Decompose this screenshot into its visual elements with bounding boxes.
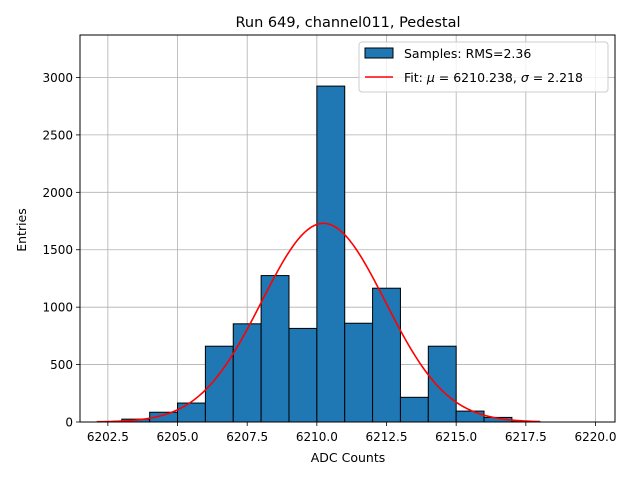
- x-axis-ticks: 6202.5 6205.0 6207.5 6210.0 6212.5 6215.0 6217…: [87, 422, 616, 444]
- legend-box: [358, 41, 609, 93]
- y-tick-label: 500: [50, 358, 73, 372]
- histogram-bar: [260, 275, 290, 423]
- x-tick-label: 6215.0: [435, 430, 477, 444]
- y-tick-label: 2500: [42, 128, 73, 142]
- legend: Samples: RMS=2.36 Fit: μ = 6210.238, σ =…: [358, 41, 609, 93]
- histogram-bar: [316, 85, 346, 423]
- histogram-bar: [177, 402, 206, 423]
- legend-fit-label: Fit: μ = 6210.238, σ = 2.218: [404, 70, 583, 85]
- grid: [80, 35, 615, 423]
- y-tick-label: 1500: [42, 243, 73, 257]
- histogram-bar: [372, 287, 401, 423]
- histogram-bar: [204, 345, 234, 423]
- y-axis-label: Entries: [14, 208, 29, 252]
- y-tick-label: 1000: [42, 301, 73, 315]
- y-axis-ticks: 0 500 1000 1500 2000 2500 3000: [42, 71, 80, 430]
- y-tick-label: 0: [65, 416, 73, 430]
- fit-curve-group: [96, 222, 540, 423]
- histogram-bars: [121, 85, 541, 423]
- histogram-bar: [288, 327, 318, 423]
- histogram-bar: [455, 410, 485, 423]
- legend-samples-swatch: [364, 47, 394, 59]
- legend-fit-mu-symbol: μ: [426, 70, 435, 85]
- legend-fit-mu-value: = 6210.238,: [435, 70, 521, 85]
- x-tick-label: 6220.0: [574, 430, 616, 444]
- legend-samples-label: Samples: RMS=2.36: [404, 46, 531, 61]
- histogram-bar: [344, 322, 374, 423]
- plot-frame: [79, 34, 616, 423]
- legend-fit-sigma-value: = 2.218: [529, 70, 583, 85]
- fit-curve: [96, 222, 540, 423]
- legend-fit-prefix: Fit:: [404, 70, 427, 85]
- histogram-bar: [399, 396, 429, 423]
- x-tick-label: 6205.0: [157, 430, 199, 444]
- histogram-bar: [427, 345, 457, 423]
- chart-title: Run 649, channel011, Pedestal: [235, 15, 460, 31]
- x-tick-label: 6217.5: [505, 430, 547, 444]
- x-tick-label: 6207.5: [226, 430, 268, 444]
- x-tick-label: 6210.0: [296, 430, 338, 444]
- y-tick-label: 2000: [42, 186, 73, 200]
- legend-fit-sigma-symbol: σ: [521, 70, 530, 85]
- y-tick-label: 3000: [42, 71, 73, 85]
- x-tick-label: 6212.5: [366, 430, 408, 444]
- x-tick-label: 6202.5: [87, 430, 129, 444]
- histogram-bar: [232, 323, 262, 423]
- x-axis-label: ADC Counts: [311, 450, 386, 465]
